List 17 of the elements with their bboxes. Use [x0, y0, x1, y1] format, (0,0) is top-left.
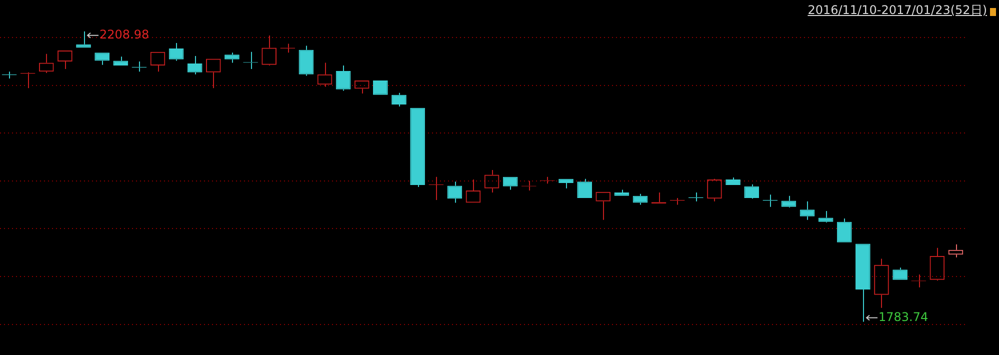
candlestick	[224, 52, 240, 64]
annotation: 2016/11/10-2017/01/23(52日)	[808, 2, 987, 19]
candlestick	[558, 178, 574, 189]
candlestick	[298, 45, 314, 76]
candlestick	[836, 218, 852, 242]
annotation: 1783.74	[878, 310, 928, 324]
candlestick	[726, 177, 740, 186]
candlestick	[856, 244, 870, 322]
candlestick	[113, 56, 128, 66]
candlestick	[800, 200, 815, 220]
candlestick	[614, 189, 630, 196]
candlestick	[632, 193, 648, 206]
annotation: 2208.98	[100, 28, 150, 42]
candlestick	[187, 55, 202, 75]
candlestick	[76, 30, 91, 48]
candlestick	[94, 52, 110, 66]
candlestick	[410, 108, 425, 188]
